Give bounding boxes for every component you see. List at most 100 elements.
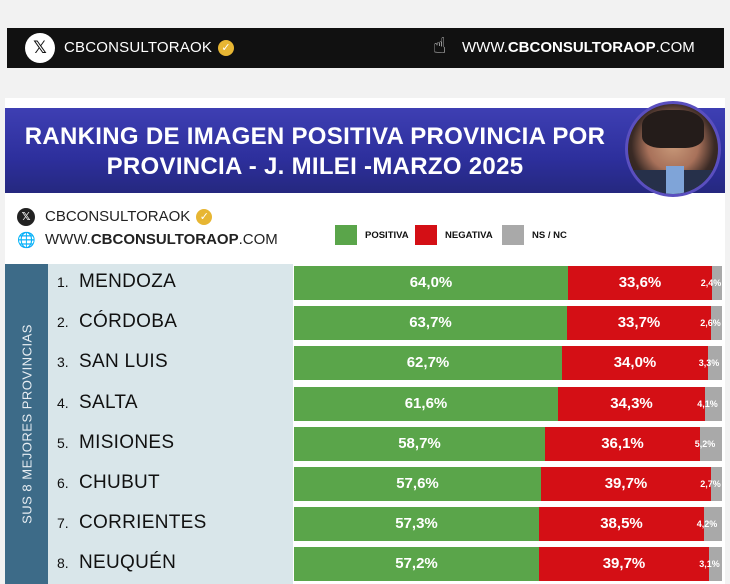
sub-site-main: CBCONSULTORAOP xyxy=(90,231,239,248)
data-label-negativa: 39,7% xyxy=(604,475,648,492)
bar-segment-positiva xyxy=(294,266,568,300)
site-suffix: .COM xyxy=(655,39,695,56)
data-label-positiva: 57,6% xyxy=(396,475,439,492)
portrait-shirt xyxy=(666,166,684,194)
sub-handle: 𝕏 CBCONSULTORAOK ✓ xyxy=(17,208,213,227)
bar-segment-positiva xyxy=(294,547,539,582)
row-label: 6. CHUBUT xyxy=(57,468,160,498)
x-logo-icon[interactable]: 𝕏 xyxy=(25,33,55,63)
verified-badge-small-icon: ✓ xyxy=(196,209,213,226)
sub-site-suffix: .COM xyxy=(238,231,278,248)
side-label: SUS 8 MEJORES PROVINCIAS xyxy=(19,324,35,524)
stacked-bar: 62,7% 34,0% 3,3% xyxy=(294,346,722,381)
bar-segment-negativa xyxy=(567,306,711,341)
sub-handle-text: CBCONSULTORAOK xyxy=(45,208,191,225)
data-label-nsnc: 3,1% xyxy=(699,559,720,570)
category-label: CORRIENTES xyxy=(79,512,207,534)
bar-segment-negativa xyxy=(568,266,712,300)
rank-number: 6. xyxy=(57,475,69,491)
category-label: CHUBUT xyxy=(79,472,160,493)
row-label: 4. SALTA xyxy=(57,388,138,418)
chart-title-line2: PROVINCIA - J. MILEI -MARZO 2025 xyxy=(106,153,524,180)
stacked-bar: 58,7% 36,1% 5,2% xyxy=(294,426,722,461)
data-label-positiva: 57,2% xyxy=(395,555,438,573)
category-label: CÓRDOBA xyxy=(79,311,178,333)
bar-segment-nsnc xyxy=(708,346,722,381)
category-label: NEUQUÉN xyxy=(79,552,177,574)
data-label-nsnc: 2,7% xyxy=(700,479,721,489)
side-band: SUS 8 MEJORES PROVINCIAS xyxy=(5,264,48,584)
bar-segment-positiva xyxy=(294,467,541,501)
data-label-positiva: 58,7% xyxy=(398,434,441,452)
bar-segment-negativa xyxy=(539,507,704,542)
top-handle-text: CBCONSULTORAOK xyxy=(64,39,213,56)
bar-segment-positiva xyxy=(294,386,558,421)
data-label-nsnc: 4,1% xyxy=(697,398,718,409)
rank-number: 7. xyxy=(57,515,69,532)
rank-number: 3. xyxy=(57,354,69,371)
data-label-negativa: 33,6% xyxy=(618,274,662,291)
bar-segment-nsnc xyxy=(704,507,722,542)
category-label: MISIONES xyxy=(79,431,175,453)
data-label-positiva: 64,0% xyxy=(409,274,453,291)
title-banner: RANKING DE IMAGEN POSITIVA PROVINCIA POR… xyxy=(5,108,725,193)
rank-number: 8. xyxy=(57,555,69,572)
stacked-bar: 61,6% 34,3% 4,1% xyxy=(294,386,722,421)
bar-segment-nsnc xyxy=(705,386,722,421)
bar-segment-negativa xyxy=(562,346,708,381)
legend-label-negativa: NEGATIVA xyxy=(445,230,493,241)
category-label: MENDOZA xyxy=(79,271,177,292)
pointing-hand-icon: ☝ xyxy=(433,34,447,59)
bar-segment-negativa xyxy=(545,426,700,461)
site-prefix: WWW. xyxy=(462,39,508,56)
data-label-nsnc: 4,2% xyxy=(696,519,718,530)
stacked-bar: 57,2% 39,7% 3,1% xyxy=(294,547,722,582)
top-site-link[interactable]: WWW.CBCONSULTORAOP.COM xyxy=(462,39,695,56)
row-label: 3. SAN LUIS xyxy=(57,347,168,377)
bar-segment-nsnc xyxy=(711,306,722,341)
row-label: 7. CORRIENTES xyxy=(57,508,207,538)
stacked-bar: 57,3% 38,5% 4,2% xyxy=(294,507,722,542)
data-label-nsnc: 5,2% xyxy=(694,438,716,449)
legend-swatch-positiva xyxy=(335,225,357,245)
rank-number: 2. xyxy=(57,314,69,331)
row-label: 1. MENDOZA xyxy=(57,267,176,297)
data-label-positiva: 63,7% xyxy=(409,314,452,332)
bar-segment-positiva xyxy=(294,346,562,381)
chart-title: RANKING DE IMAGEN POSITIVA PROVINCIA POR… xyxy=(15,122,615,182)
row-label: 8. NEUQUÉN xyxy=(57,548,176,578)
x-logo-small-icon: 𝕏 xyxy=(17,208,35,227)
bar-segment-negativa xyxy=(558,386,705,421)
stacked-bar: 64,0% 33,6% 2,4% xyxy=(294,266,722,300)
sub-site-prefix: WWW. xyxy=(45,231,91,248)
stacked-bar: 63,7% 33,7% 2,6% xyxy=(294,306,722,341)
chart-card: RANKING DE IMAGEN POSITIVA PROVINCIA POR… xyxy=(5,98,725,584)
data-label-positiva: 57,3% xyxy=(395,515,438,533)
legend-label-nsnc: NS / NC xyxy=(532,230,567,241)
stacked-bar: 57,6% 39,7% 2,7% xyxy=(294,467,722,501)
category-label: SAN LUIS xyxy=(79,351,168,373)
portrait-photo xyxy=(625,101,721,197)
data-label-negativa: 38,5% xyxy=(600,515,643,533)
legend-swatch-negativa xyxy=(415,225,437,245)
row-label: 2. CÓRDOBA xyxy=(57,307,177,337)
rank-number: 1. xyxy=(57,274,69,290)
data-label-nsnc: 2,6% xyxy=(700,318,721,329)
bar-segment-negativa xyxy=(539,547,709,582)
data-label-negativa: 34,0% xyxy=(613,354,657,372)
globe-icon: 🌐 xyxy=(17,231,36,250)
data-label-positiva: 62,7% xyxy=(406,354,450,372)
top-bar: 𝕏 CBCONSULTORAOK ✓ ☝ WWW.CBCONSULTORAOP.C… xyxy=(7,28,724,68)
legend-swatch-nsnc xyxy=(502,225,524,245)
bar-segment-nsnc xyxy=(712,266,722,300)
data-label-negativa: 33,7% xyxy=(617,314,661,332)
bar-segment-positiva xyxy=(294,507,539,542)
sub-site: 🌐 WWW.CBCONSULTORAOP.COM xyxy=(17,231,278,249)
row-label: 5. MISIONES xyxy=(57,428,174,458)
data-label-negativa: 34,3% xyxy=(610,394,653,412)
labels-column xyxy=(48,264,293,584)
data-label-negativa: 39,7% xyxy=(602,555,646,573)
top-handle[interactable]: CBCONSULTORAOK ✓ xyxy=(64,39,235,57)
bar-segment-nsnc xyxy=(711,467,722,501)
bar-segment-positiva xyxy=(294,426,545,461)
